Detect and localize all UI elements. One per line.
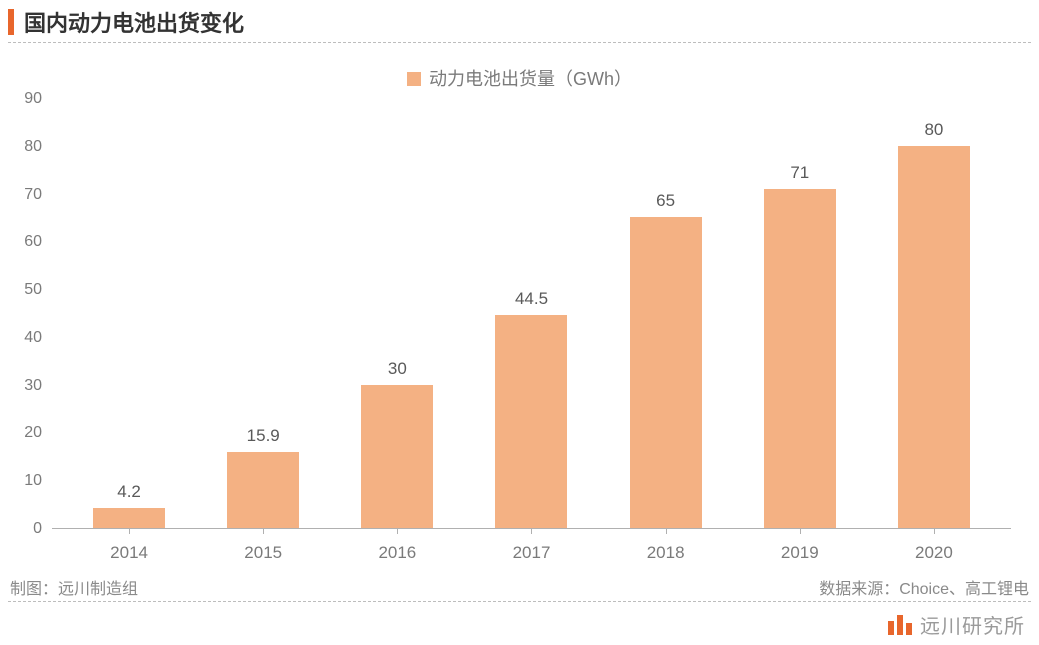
bar: [898, 146, 970, 528]
legend: 动力电池出货量（GWh）: [0, 43, 1039, 99]
bar-slot: 71: [733, 99, 867, 528]
bar-value-label: 80: [924, 120, 943, 140]
y-tick-label: 70: [8, 186, 42, 204]
x-axis-label: 2014: [62, 543, 196, 563]
bar-value-label: 15.9: [247, 426, 280, 446]
bar-chart: 0102030405060708090 4.215.93044.5657180 …: [8, 99, 1011, 529]
bars-container: 4.2 15.9 30 44.5 65 71 80: [52, 99, 1011, 528]
brand: 远川研究所: [888, 610, 1025, 639]
footer-row: 制图：远川制造组 数据来源：Choice、高工锂电: [0, 571, 1039, 601]
x-tick-mark: [263, 528, 264, 534]
footer-left: 制图：远川制造组: [10, 575, 138, 599]
bar-slot: 30: [330, 99, 464, 528]
legend-label: 动力电池出货量（GWh）: [429, 69, 632, 89]
x-axis-label: 2020: [867, 543, 1001, 563]
legend-swatch: [407, 72, 421, 86]
x-tick-mark: [666, 528, 667, 534]
bar-value-label: 4.2: [117, 482, 141, 502]
y-tick-label: 90: [8, 90, 42, 108]
y-tick-label: 10: [8, 472, 42, 490]
bar-slot: 15.9: [196, 99, 330, 528]
x-tick-mark: [129, 528, 130, 534]
bar: [93, 508, 165, 528]
bar-value-label: 71: [790, 163, 809, 183]
y-tick-label: 40: [8, 329, 42, 347]
x-tick-mark: [397, 528, 398, 534]
bar: [227, 452, 299, 528]
bar-value-label: 30: [388, 359, 407, 379]
y-tick-label: 20: [8, 424, 42, 442]
x-axis-label: 2016: [330, 543, 464, 563]
x-tick-mark: [800, 528, 801, 534]
x-axis-label: 2017: [464, 543, 598, 563]
x-tick-mark: [934, 528, 935, 534]
footer-right: 数据来源：Choice、高工锂电: [819, 575, 1029, 599]
title-bar: 国内动力电池出货变化: [0, 0, 1039, 42]
bar: [361, 385, 433, 528]
brand-bars-icon: [888, 615, 912, 635]
bar-slot: 44.5: [464, 99, 598, 528]
brand-text: 远川研究所: [920, 610, 1025, 639]
title-accent-bar: [8, 9, 14, 35]
bar: [495, 315, 567, 528]
bar-slot: 65: [599, 99, 733, 528]
y-axis: 0102030405060708090: [8, 99, 48, 529]
bar-value-label: 44.5: [515, 289, 548, 309]
y-tick-label: 60: [8, 233, 42, 251]
y-tick-label: 80: [8, 138, 42, 156]
x-axis-label: 2018: [599, 543, 733, 563]
x-tick-mark: [531, 528, 532, 534]
x-axis-label: 2019: [733, 543, 867, 563]
x-axis-labels: 2014201520162017201820192020: [52, 543, 1011, 563]
bar-value-label: 65: [656, 191, 675, 211]
y-tick-label: 30: [8, 377, 42, 395]
chart-title: 国内动力电池出货变化: [24, 6, 244, 38]
plot-area: 4.2 15.9 30 44.5 65 71 80: [52, 99, 1011, 529]
bar: [764, 189, 836, 528]
bar-slot: 4.2: [62, 99, 196, 528]
y-tick-label: 0: [8, 520, 42, 538]
x-axis-label: 2015: [196, 543, 330, 563]
bar-slot: 80: [867, 99, 1001, 528]
y-tick-label: 50: [8, 281, 42, 299]
divider-bottom: [8, 601, 1031, 602]
bar: [630, 217, 702, 528]
